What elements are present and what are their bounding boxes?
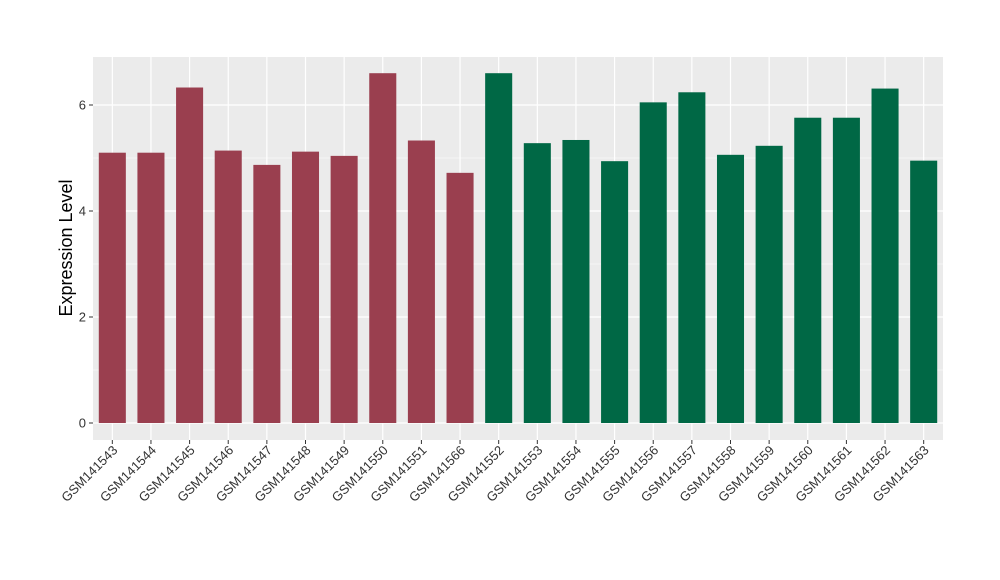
bar-GSM141563: [910, 160, 938, 423]
bars: [98, 73, 938, 424]
y-tick-label: 4: [79, 204, 86, 219]
bar-GSM141544: [137, 152, 165, 423]
bar-GSM141557: [678, 92, 706, 423]
bar-GSM141550: [369, 73, 397, 423]
bar-GSM141560: [794, 117, 822, 423]
bar-GSM141556: [639, 102, 667, 423]
bar-GSM141546: [214, 150, 242, 423]
y-tick-label: 2: [79, 310, 86, 325]
bar-GSM141566: [446, 172, 474, 423]
bar-GSM141551: [407, 140, 435, 423]
bar-GSM141561: [832, 117, 860, 423]
y-tick-label: 6: [79, 98, 86, 113]
bar-GSM141549: [330, 155, 358, 423]
bar-GSM141545: [176, 87, 204, 423]
bar-GSM141554: [562, 139, 590, 424]
bar-GSM141543: [98, 152, 126, 423]
bar-GSM141562: [871, 88, 899, 423]
bar-GSM141559: [755, 145, 783, 423]
bar-GSM141555: [601, 161, 629, 423]
bar-GSM141552: [485, 73, 513, 423]
bar-GSM141547: [253, 164, 281, 423]
y-tick-label: 0: [79, 416, 86, 431]
bar-GSM141558: [716, 154, 745, 423]
bar-GSM141548: [291, 151, 320, 423]
y-axis-title: Expression Level: [56, 179, 76, 316]
bar-GSM141553: [523, 143, 551, 423]
